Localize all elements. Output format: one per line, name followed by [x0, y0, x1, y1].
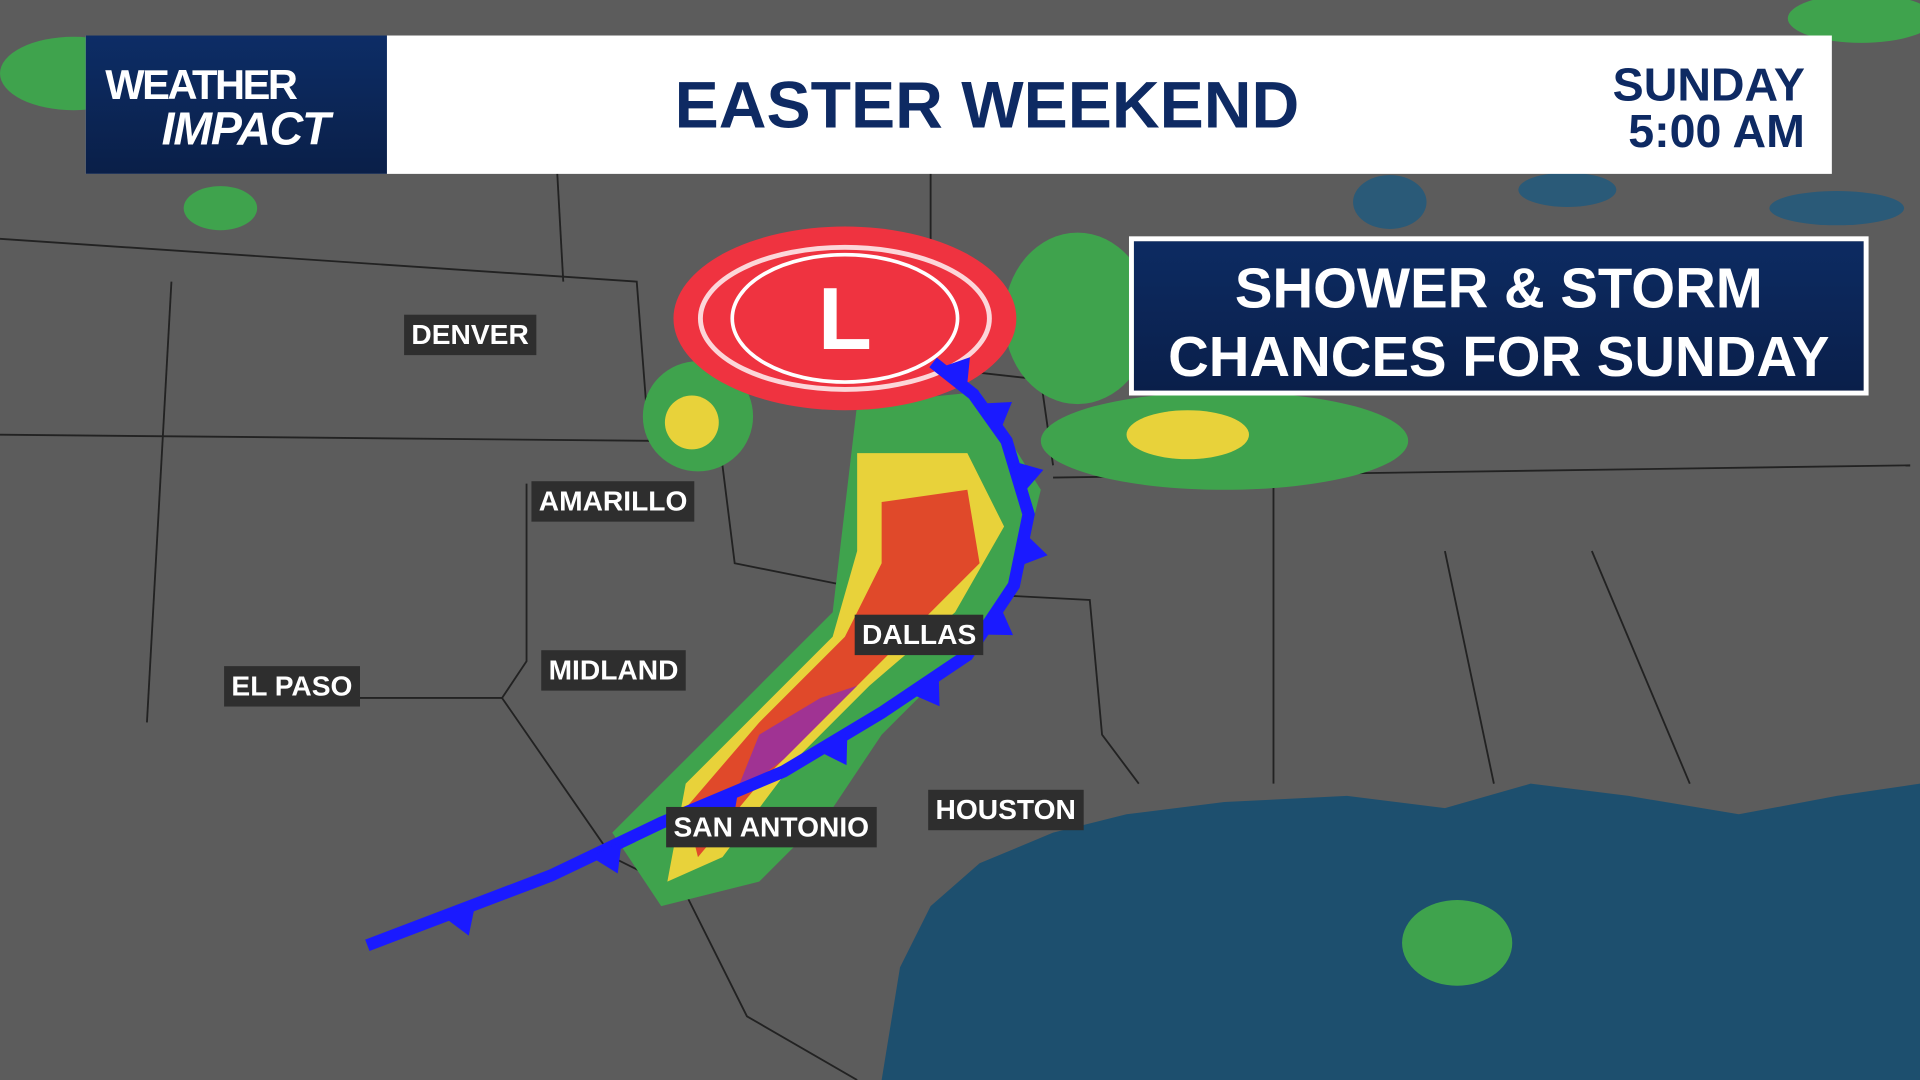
forecast-hour: 5:00 AM [1628, 106, 1805, 158]
city-label: HOUSTON [928, 789, 1084, 831]
banner-line2: CHANCES FOR SUNDAY [1168, 324, 1830, 389]
gulf-of-mexico [881, 783, 1920, 1080]
logo-line2: IMPACT [161, 104, 331, 156]
front-triangle [443, 904, 476, 936]
city-label: DENVER [404, 314, 537, 356]
city-label: MIDLAND [541, 650, 686, 691]
front-triangle [1017, 533, 1048, 567]
city-label: AMARILLO [531, 481, 695, 522]
forecast-day: SUNDAY [1612, 60, 1805, 112]
great-lakes [1353, 172, 1905, 229]
banner-line1: SHOWER & STORM [1234, 255, 1763, 320]
forecast-time: SUNDAY 5:00 AM [1613, 62, 1805, 155]
header-bar: WEATHER IMPACT EASTER WEEKEND SUNDAY 5:0… [85, 35, 1832, 174]
low-pressure-label: L [818, 269, 872, 368]
page-title: EASTER WEEKEND [674, 68, 1300, 143]
city-label: SAN ANTONIO [666, 806, 877, 848]
front-triangle [590, 841, 622, 874]
front-triangle [981, 605, 1014, 636]
city-label: DALLAS [854, 614, 984, 656]
front-triangle [980, 401, 1012, 432]
front-triangle [1012, 461, 1044, 494]
radar-precipitation [0, 0, 1920, 986]
weather-impact-logo: WEATHER IMPACT [85, 35, 387, 174]
headline-banner: SHOWER & STORM CHANCES FOR SUNDAY [1128, 236, 1869, 396]
low-pressure-symbol: L [673, 226, 1017, 411]
logo-line1: WEATHER [105, 62, 298, 109]
city-label: EL PASO [224, 666, 360, 707]
front-triangle [817, 733, 848, 766]
front-triangle [910, 674, 940, 707]
front-triangle [939, 357, 970, 389]
